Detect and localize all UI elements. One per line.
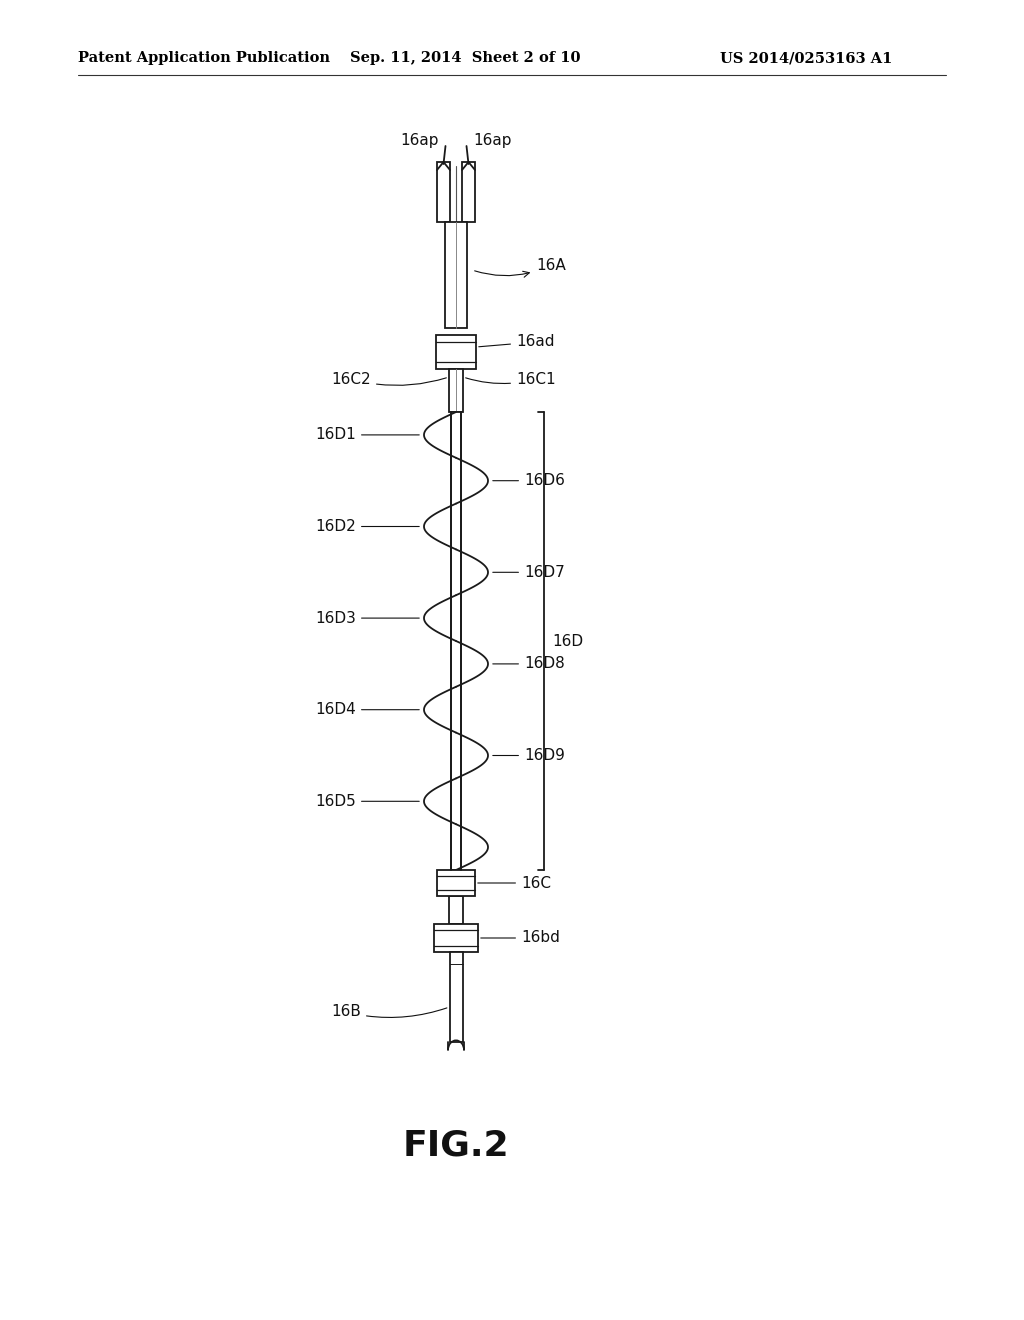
Text: 16ad: 16ad: [479, 334, 555, 350]
Text: 16D: 16D: [552, 634, 583, 648]
Text: 16C: 16C: [478, 875, 551, 891]
Text: 16ap: 16ap: [400, 132, 438, 148]
Text: 16ap: 16ap: [473, 132, 512, 148]
Text: 16D7: 16D7: [493, 565, 565, 579]
Bar: [434, 924, 478, 952]
Text: 16D1: 16D1: [315, 428, 419, 442]
Text: 16C2: 16C2: [332, 371, 446, 387]
Text: Patent Application Publication: Patent Application Publication: [78, 51, 330, 65]
Bar: [451, 412, 461, 870]
Bar: [462, 162, 475, 222]
Text: FIG.2: FIG.2: [402, 1129, 509, 1162]
Text: 16D9: 16D9: [493, 748, 565, 763]
Text: 16D2: 16D2: [315, 519, 419, 535]
Text: 16D4: 16D4: [315, 702, 419, 717]
Bar: [450, 952, 463, 1041]
Text: 16D5: 16D5: [315, 793, 419, 809]
Bar: [437, 870, 475, 896]
Text: 16C1: 16C1: [466, 371, 556, 387]
Text: 16D3: 16D3: [315, 611, 419, 626]
Text: US 2014/0253163 A1: US 2014/0253163 A1: [720, 51, 892, 65]
Bar: [449, 370, 463, 412]
Text: 16B: 16B: [331, 1005, 446, 1019]
Bar: [436, 335, 476, 370]
Text: 16D6: 16D6: [493, 473, 565, 488]
Text: Sep. 11, 2014  Sheet 2 of 10: Sep. 11, 2014 Sheet 2 of 10: [350, 51, 581, 65]
Text: 16bd: 16bd: [481, 931, 560, 945]
Text: 16A: 16A: [475, 257, 565, 277]
Bar: [449, 896, 463, 924]
Bar: [437, 162, 450, 222]
Text: 16D8: 16D8: [493, 656, 565, 672]
Bar: [445, 222, 467, 327]
